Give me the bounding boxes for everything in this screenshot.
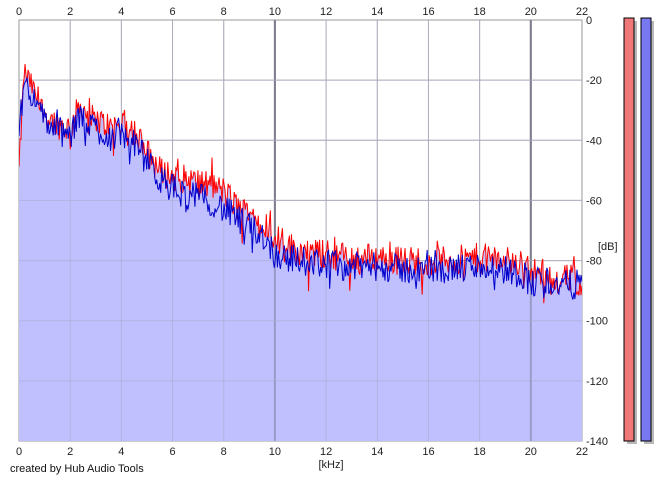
y-tick-label: 0 <box>586 15 592 27</box>
x-tick-label-bottom: 0 <box>16 446 22 458</box>
x-tick-label: 10 <box>269 6 281 18</box>
x-tick-label: 2 <box>67 6 73 18</box>
x-tick-label: 6 <box>169 6 175 18</box>
x-tick-label: 8 <box>221 6 227 18</box>
y-tick-label: -80 <box>586 256 602 268</box>
y-tick-label: -20 <box>586 75 602 87</box>
spectrum-lines-group <box>19 63 582 304</box>
x-tick-label-bottom: 22 <box>576 446 588 458</box>
x-tick-label-bottom: 2 <box>67 446 73 458</box>
y-tick-label: -40 <box>586 135 602 147</box>
y-tick-label: -60 <box>586 195 602 207</box>
x-tick-label-bottom: 18 <box>474 446 486 458</box>
x-tick-label: 16 <box>422 6 434 18</box>
y-axis-label: [dB] <box>598 241 618 253</box>
x-tick-label-bottom: 10 <box>269 446 281 458</box>
x-tick-label: 0 <box>16 6 22 18</box>
x-tick-label-bottom: 4 <box>118 446 124 458</box>
x-tick-label: 12 <box>320 6 332 18</box>
x-tick-label: 22 <box>576 6 588 18</box>
y-tick-label: -140 <box>586 436 608 448</box>
level-meter-1 <box>623 17 635 442</box>
level-meter-2 <box>640 17 652 442</box>
x-tick-label-bottom: 8 <box>221 446 227 458</box>
x-tick-label: 18 <box>474 6 486 18</box>
y-tick-label: -120 <box>586 376 608 388</box>
x-axis-label: [kHz] <box>318 459 343 471</box>
x-tick-label-bottom: 14 <box>371 446 383 458</box>
level-meters <box>623 17 654 444</box>
x-tick-label-bottom: 12 <box>320 446 332 458</box>
spectrum-line-2 <box>19 77 582 300</box>
x-tick-label: 14 <box>371 6 383 18</box>
y-tick-labels: 0 -20 -40 -60 -80 -100 -120 -140 <box>586 15 608 448</box>
x-tick-label: 20 <box>525 6 537 18</box>
credit-text: created by Hub Audio Tools <box>10 463 144 475</box>
x-tick-label-bottom: 16 <box>422 446 434 458</box>
y-tick-label: -100 <box>586 316 608 328</box>
x-tick-label-bottom: 20 <box>525 446 537 458</box>
x-tick-label-bottom: 6 <box>169 446 175 458</box>
x-tick-label: 4 <box>118 6 124 18</box>
